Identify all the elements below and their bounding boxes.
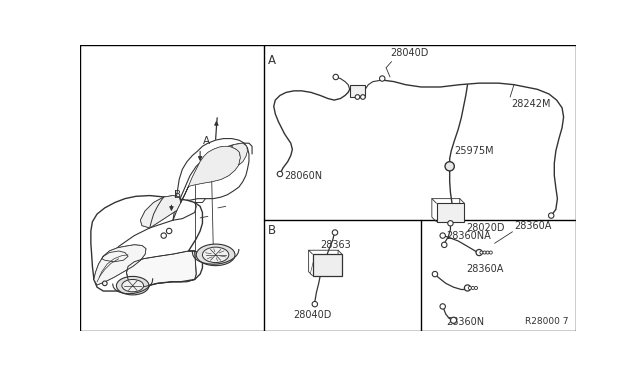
Text: 28040D: 28040D: [390, 48, 428, 58]
Ellipse shape: [122, 279, 143, 292]
Circle shape: [489, 251, 492, 254]
Text: 28040D: 28040D: [293, 310, 332, 320]
Polygon shape: [140, 196, 180, 228]
Circle shape: [432, 272, 438, 277]
Text: 28020D: 28020D: [466, 223, 504, 233]
Circle shape: [333, 74, 339, 80]
Text: 28060N: 28060N: [285, 171, 323, 181]
Circle shape: [451, 317, 457, 323]
Circle shape: [440, 233, 445, 238]
Text: 28360NA: 28360NA: [446, 231, 490, 241]
Bar: [349, 85, 365, 97]
Text: A: A: [268, 54, 276, 67]
Circle shape: [440, 304, 445, 309]
Circle shape: [548, 213, 554, 218]
Circle shape: [448, 221, 453, 226]
Polygon shape: [127, 251, 196, 287]
Text: 25975M: 25975M: [454, 146, 494, 156]
Ellipse shape: [196, 244, 235, 266]
Circle shape: [332, 230, 338, 235]
Text: 28242M: 28242M: [511, 99, 550, 109]
Text: R28000 7: R28000 7: [525, 317, 568, 327]
Circle shape: [472, 286, 474, 289]
Circle shape: [474, 286, 477, 289]
Text: 28360N: 28360N: [446, 317, 484, 327]
Bar: [436, 203, 465, 222]
Circle shape: [468, 286, 472, 289]
Circle shape: [277, 171, 283, 177]
Circle shape: [445, 162, 454, 171]
Circle shape: [166, 228, 172, 234]
Circle shape: [480, 251, 483, 254]
Circle shape: [483, 251, 486, 254]
Ellipse shape: [116, 276, 149, 295]
Circle shape: [360, 95, 365, 99]
Text: 28360A: 28360A: [466, 264, 503, 274]
Bar: [312, 254, 342, 276]
Circle shape: [465, 285, 470, 291]
Circle shape: [312, 301, 317, 307]
Text: B: B: [174, 190, 181, 200]
Ellipse shape: [202, 247, 229, 263]
Circle shape: [442, 242, 447, 247]
Text: 28363: 28363: [320, 240, 351, 250]
Circle shape: [102, 281, 107, 286]
Circle shape: [161, 233, 166, 238]
Polygon shape: [232, 143, 248, 165]
Circle shape: [486, 251, 489, 254]
Text: A: A: [202, 136, 209, 146]
Polygon shape: [180, 146, 241, 202]
Text: 28360A: 28360A: [514, 221, 552, 231]
Text: B: B: [268, 224, 276, 237]
Circle shape: [380, 76, 385, 81]
Polygon shape: [94, 245, 146, 285]
Circle shape: [355, 95, 360, 99]
Circle shape: [476, 250, 482, 256]
